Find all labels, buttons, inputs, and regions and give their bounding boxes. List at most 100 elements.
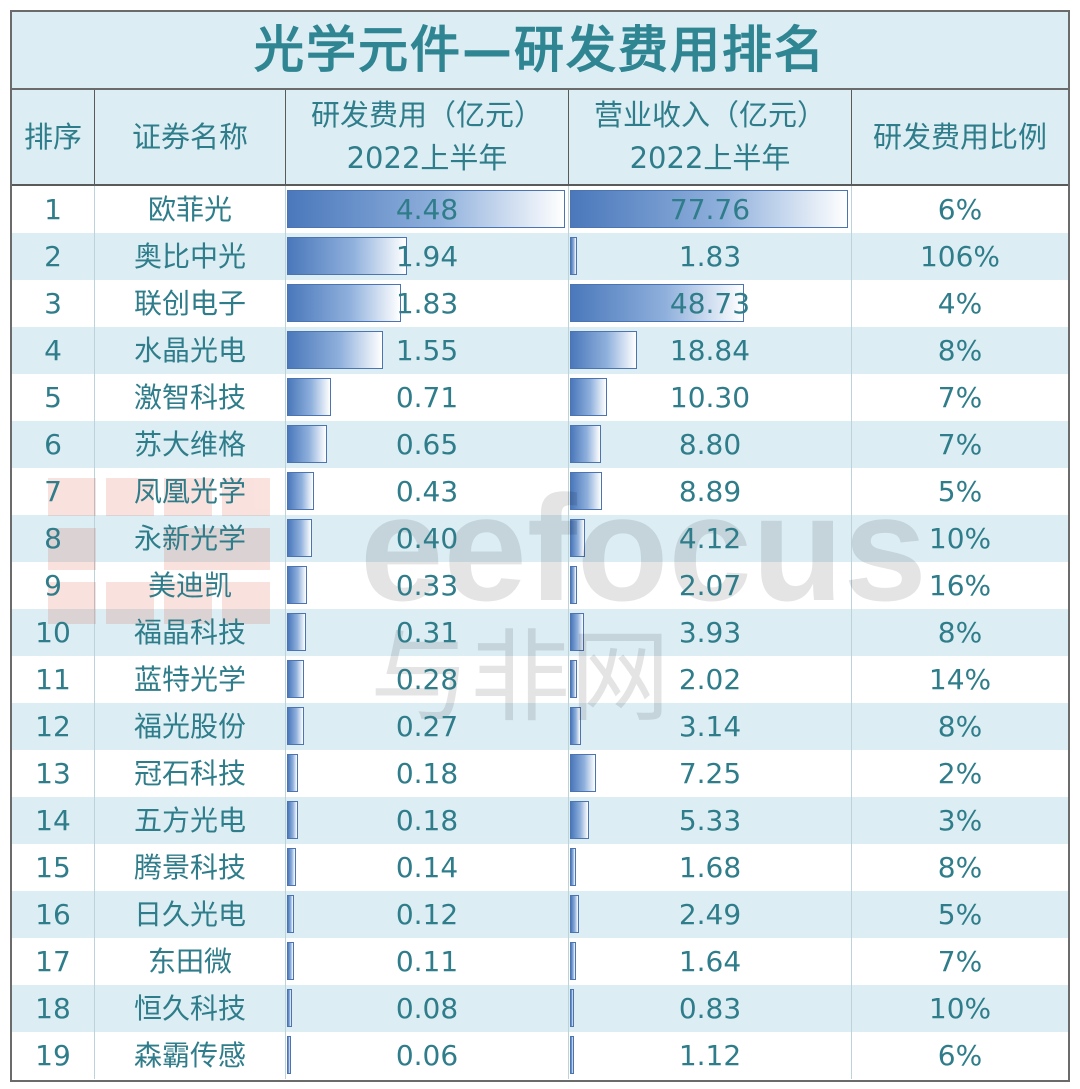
table-title: 光学元件—研发费用排名 [12, 12, 1068, 90]
revenue-bar [570, 190, 848, 228]
cell-rank-value: 9 [44, 569, 62, 602]
cell-name: 冠石科技 [95, 750, 286, 797]
cell-revenue-value: 2.07 [678, 569, 742, 602]
cell-rank: 7 [12, 468, 95, 515]
table-row: 5 激智科技 0.71 10.30 7% [12, 374, 1068, 421]
rd-expense-bar [287, 566, 307, 604]
cell-revenue-value: 1.64 [678, 945, 742, 978]
cell-name: 福晶科技 [95, 609, 286, 656]
cell-rd-expense: 4.48 [286, 186, 569, 233]
cell-rd-expense: 0.12 [286, 891, 569, 938]
cell-revenue: 0.83 [569, 985, 852, 1032]
cell-revenue-value: 8.80 [678, 428, 742, 461]
table-row: 16 日久光电 0.12 2.49 5% [12, 891, 1068, 938]
cell-revenue: 1.68 [569, 844, 852, 891]
table-row: 9 美迪凯 0.33 2.07 16% [12, 562, 1068, 609]
cell-ratio: 7% [852, 374, 1068, 421]
cell-rank: 9 [12, 562, 95, 609]
cell-rank: 10 [12, 609, 95, 656]
cell-name: 苏大维格 [95, 421, 286, 468]
cell-rank-value: 1 [44, 193, 62, 226]
cell-ratio-value: 5% [937, 475, 983, 508]
rd-expense-bar [287, 237, 407, 275]
rd-expense-bar [287, 801, 298, 839]
cell-ratio: 16% [852, 562, 1068, 609]
cell-rd-expense: 0.40 [286, 515, 569, 562]
revenue-bar [570, 284, 744, 322]
rd-expense-bar [287, 660, 304, 698]
header-name-label: 证券名称 [131, 119, 248, 154]
cell-rank: 13 [12, 750, 95, 797]
revenue-bar [570, 754, 596, 792]
cell-revenue-value: 5.33 [678, 804, 742, 837]
table-row: 10 福晶科技 0.31 3.93 8% [12, 609, 1068, 656]
cell-rank: 16 [12, 891, 95, 938]
cell-rank-value: 12 [35, 710, 71, 743]
cell-name-value: 冠石科技 [133, 757, 246, 790]
cell-revenue-value: 8.89 [678, 475, 742, 508]
cell-revenue-value: 1.12 [678, 1039, 742, 1072]
table-row: 4 水晶光电 1.55 18.84 8% [12, 327, 1068, 374]
cell-rd-expense-value: 0.27 [395, 710, 459, 743]
cell-name-value: 福晶科技 [133, 616, 246, 649]
cell-revenue-value: 77.76 [669, 193, 751, 226]
cell-ratio-value: 8% [937, 710, 983, 743]
cell-revenue-value: 18.84 [669, 334, 751, 367]
header-rev-line2: 2022上半年 [629, 141, 791, 175]
cell-rd-expense: 0.33 [286, 562, 569, 609]
cell-rank: 17 [12, 938, 95, 985]
table-row: 18 恒久科技 0.08 0.83 10% [12, 985, 1068, 1032]
revenue-bar [570, 707, 581, 745]
cell-rank: 18 [12, 985, 95, 1032]
cell-ratio: 8% [852, 703, 1068, 750]
cell-revenue: 1.83 [569, 233, 852, 280]
cell-rd-expense-value: 0.71 [395, 381, 459, 414]
cell-name-value: 东田微 [147, 945, 232, 978]
table-row: 14 五方光电 0.18 5.33 3% [12, 797, 1068, 844]
cell-name-value: 凤凰光学 [133, 475, 246, 508]
cell-rd-expense: 0.71 [286, 374, 569, 421]
table-row: 15 腾景科技 0.14 1.68 8% [12, 844, 1068, 891]
table-row: 6 苏大维格 0.65 8.80 7% [12, 421, 1068, 468]
cell-rd-expense: 0.31 [286, 609, 569, 656]
revenue-bar [570, 472, 602, 510]
cell-ratio-value: 14% [928, 663, 992, 696]
cell-rank-value: 3 [44, 287, 62, 320]
cell-rank-value: 15 [35, 851, 71, 884]
cell-rd-expense-value: 0.18 [395, 757, 459, 790]
cell-rd-expense: 0.43 [286, 468, 569, 515]
cell-rank: 3 [12, 280, 95, 327]
cell-rd-expense-value: 4.48 [395, 193, 459, 226]
cell-rank: 6 [12, 421, 95, 468]
cell-rd-expense: 0.18 [286, 750, 569, 797]
revenue-bar [570, 942, 576, 980]
cell-revenue-value: 10.30 [669, 381, 751, 414]
revenue-bar [570, 613, 584, 651]
header-ratio-label: 研发费用比例 [872, 119, 1047, 154]
cell-revenue-value: 1.83 [678, 240, 742, 273]
cell-ratio: 5% [852, 468, 1068, 515]
cell-rank: 12 [12, 703, 95, 750]
cell-rank-value: 13 [35, 757, 71, 790]
cell-revenue-value: 7.25 [678, 757, 742, 790]
cell-rank-value: 7 [44, 475, 62, 508]
cell-rd-expense-value: 0.12 [395, 898, 459, 931]
cell-rd-expense-value: 1.55 [395, 334, 459, 367]
cell-name-value: 福光股份 [133, 710, 246, 743]
table-row: 3 联创电子 1.83 48.73 4% [12, 280, 1068, 327]
cell-ratio-value: 2% [937, 757, 983, 790]
cell-name-value: 蓝特光学 [133, 663, 246, 696]
cell-rank-value: 11 [35, 663, 71, 696]
rd-expense-bar [287, 190, 565, 228]
cell-name: 奥比中光 [95, 233, 286, 280]
cell-ratio-value: 10% [928, 522, 992, 555]
cell-name-value: 日久光电 [133, 898, 246, 931]
revenue-bar [570, 660, 577, 698]
cell-rd-expense-value: 1.83 [395, 287, 459, 320]
cell-rd-expense: 0.06 [286, 1032, 569, 1079]
cell-ratio: 8% [852, 609, 1068, 656]
cell-ratio: 14% [852, 656, 1068, 703]
cell-name: 恒久科技 [95, 985, 286, 1032]
cell-rank-value: 17 [35, 945, 71, 978]
cell-rank-value: 2 [44, 240, 62, 273]
